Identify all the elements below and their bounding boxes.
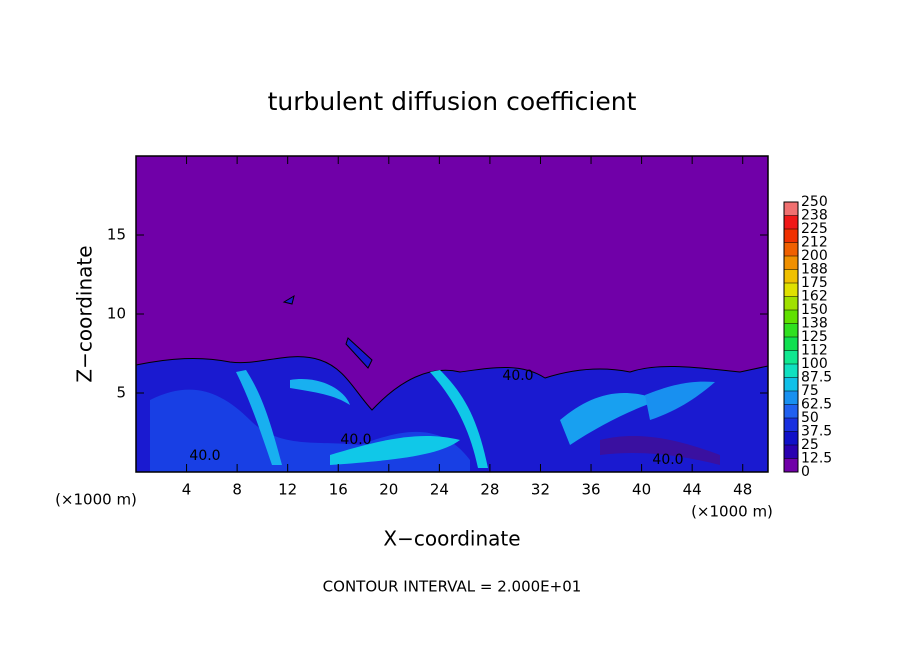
x-tick-label: 40 xyxy=(632,481,651,499)
colorbar-band xyxy=(784,269,798,283)
x-tick-label: 36 xyxy=(581,481,600,499)
colorbar-band xyxy=(784,242,798,256)
colorbar-label: 175 xyxy=(801,275,828,291)
colorbar-band xyxy=(784,391,798,405)
colorbar-band xyxy=(784,337,798,351)
blob xyxy=(282,294,295,305)
contour-label: 40.0 xyxy=(189,448,220,464)
x-tick-label: 4 xyxy=(182,481,192,499)
colorbar-band xyxy=(784,323,798,337)
colorbar-band xyxy=(784,431,798,445)
colorbar-band xyxy=(784,364,798,378)
x-tick-label: 44 xyxy=(683,481,702,499)
colorbar-band xyxy=(784,445,798,459)
x-tick-label: 8 xyxy=(232,481,242,499)
y-tick-label: 15 xyxy=(107,226,126,244)
colorbar-band xyxy=(784,418,798,432)
chart-title: turbulent diffusion coefficient xyxy=(268,87,637,116)
colorbar-label: 150 xyxy=(801,302,828,318)
colorbar-band xyxy=(784,310,798,324)
colorbar-label: 125 xyxy=(801,329,828,345)
colorbar-band xyxy=(784,296,798,310)
x-unit-label: (×1000 m) xyxy=(55,491,137,509)
colorbar-band xyxy=(784,215,798,229)
colorbar-label: 138 xyxy=(801,316,828,332)
y-tick-label: 5 xyxy=(116,384,126,402)
colorbar-band xyxy=(784,458,798,472)
colorbar-band xyxy=(784,202,798,216)
x-tick-label: 48 xyxy=(733,481,752,499)
x-tick-label: 24 xyxy=(430,481,449,499)
colorbar-label: 25 xyxy=(801,437,819,453)
colorbar-label: 100 xyxy=(801,356,828,372)
x-axis-label: X−coordinate xyxy=(383,527,520,551)
colorbar-band xyxy=(784,350,798,364)
x-tick-label: 20 xyxy=(379,481,398,499)
colorbar-label: 0 xyxy=(801,464,810,480)
streak xyxy=(560,392,660,445)
colorbar-band xyxy=(784,229,798,243)
streak xyxy=(600,435,720,465)
colorbar-label: 37.5 xyxy=(801,424,832,440)
colorbar-label: 62.5 xyxy=(801,397,832,413)
streak xyxy=(645,381,715,420)
colorbar-label: 188 xyxy=(801,262,828,278)
colorbar-band xyxy=(784,256,798,270)
x-tick-label: 12 xyxy=(278,481,297,499)
x-tick-label: 16 xyxy=(329,481,348,499)
streak xyxy=(430,370,488,468)
colorbar-label: 200 xyxy=(801,248,828,264)
annotation: CONTOUR INTERVAL = 2.000E+01 xyxy=(323,578,582,596)
colorbar-label: 75 xyxy=(801,383,819,399)
streak xyxy=(236,370,282,465)
colorbar-label: 238 xyxy=(801,208,828,224)
contour-label: 40.0 xyxy=(340,432,371,448)
field xyxy=(135,156,769,473)
x-unit-label: (×1000 m) xyxy=(691,503,773,521)
streak xyxy=(330,435,460,465)
colorbar-label: 225 xyxy=(801,221,828,237)
y-tick-label: 10 xyxy=(107,305,126,323)
colorbar-label: 112 xyxy=(801,343,828,359)
colorbar-band xyxy=(784,283,798,297)
colorbar-band xyxy=(784,377,798,391)
contour-label: 40.0 xyxy=(652,452,683,468)
y-axis-label: Z−coordinate xyxy=(73,245,97,382)
colorbar-label: 212 xyxy=(801,235,828,251)
colorbar-band xyxy=(784,404,798,418)
colorbar-label: 250 xyxy=(801,194,828,210)
colorbar-label: 50 xyxy=(801,410,819,426)
x-tick-label: 28 xyxy=(480,481,499,499)
colorbar-label: 162 xyxy=(801,289,828,305)
contour-label: 40.0 xyxy=(502,368,533,384)
x-tick-label: 32 xyxy=(531,481,550,499)
colorbar-label: 12.5 xyxy=(801,451,832,467)
colorbar-label: 87.5 xyxy=(801,370,832,386)
streak xyxy=(290,379,350,405)
blob xyxy=(345,337,373,369)
